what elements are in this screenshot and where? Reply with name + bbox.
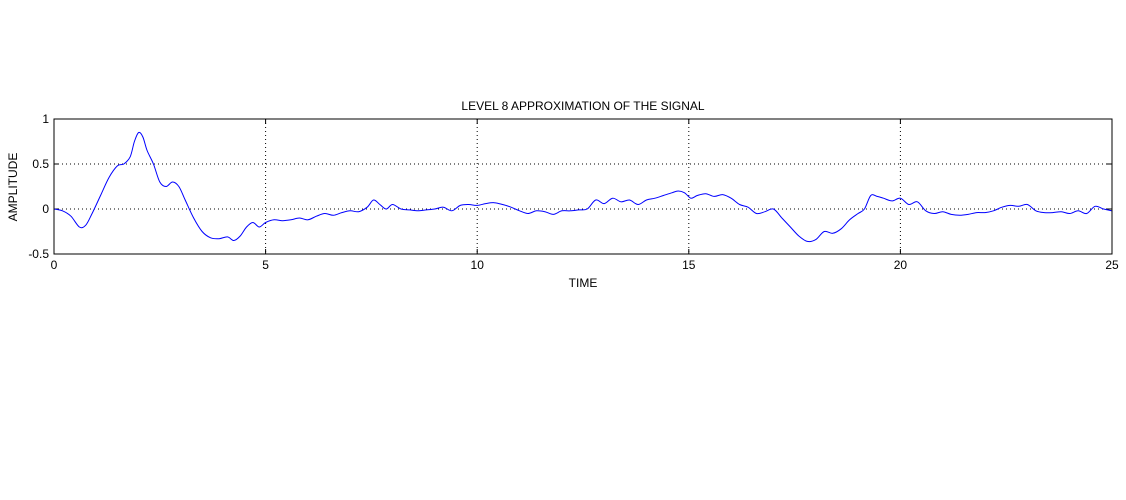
signal-line bbox=[53, 131, 1113, 243]
x-tick-label: 10 bbox=[471, 258, 485, 272]
x-tick-label: 20 bbox=[894, 258, 908, 272]
y-tick-labels: -0.5 0 0.5 1 bbox=[28, 112, 49, 261]
grid-lines bbox=[54, 119, 1112, 254]
y-tick-label: 1 bbox=[42, 112, 49, 126]
chart-title: LEVEL 8 APPROXIMATION OF THE SIGNAL bbox=[461, 99, 705, 113]
plot-area-frame bbox=[53, 118, 1113, 255]
y-tick-label: 0 bbox=[42, 202, 49, 216]
y-tick-label: 0.5 bbox=[32, 157, 49, 171]
x-tick-labels: 0 5 10 15 20 25 bbox=[51, 258, 1119, 272]
x-tick-label: 25 bbox=[1105, 258, 1119, 272]
x-axis-label: TIME bbox=[569, 276, 598, 290]
y-tick-label: -0.5 bbox=[28, 247, 49, 261]
x-tick-label: 0 bbox=[51, 258, 58, 272]
x-tick-label: 15 bbox=[682, 258, 696, 272]
x-tick-label: 5 bbox=[262, 258, 269, 272]
y-axis-label: AMPLITUDE bbox=[6, 153, 20, 222]
